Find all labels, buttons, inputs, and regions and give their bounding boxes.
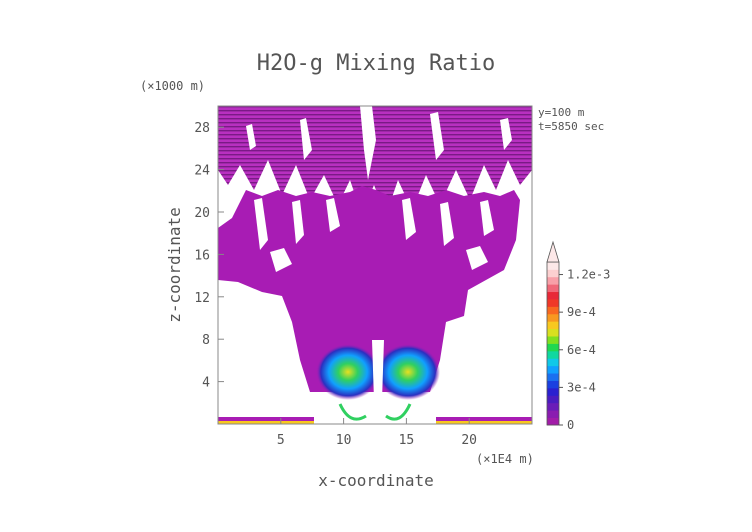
x-tick-label: 10 [336, 433, 352, 448]
colorbar-segment [547, 284, 559, 293]
colorbar-segment [547, 276, 559, 285]
annotation-y: y=100 m [538, 106, 585, 119]
colorbar-segment [547, 291, 559, 300]
colorbar-segment [547, 269, 559, 278]
colorbar-tick-label: 0 [567, 418, 574, 432]
plume-core-gap [372, 340, 384, 400]
colorbar-segment [547, 313, 559, 322]
y-tick-label: 24 [194, 164, 210, 179]
annotation-t: t=5850 sec [538, 120, 604, 133]
x-axis-title: x-coordinate [318, 471, 434, 490]
colorbar-segment [547, 365, 559, 374]
colorbar-segment [547, 373, 559, 381]
surface-center-right [385, 403, 412, 421]
colorbar-segment [547, 358, 559, 367]
y-tick-label: 8 [202, 333, 210, 348]
x-unit-label: (×1E4 m) [476, 452, 534, 466]
mixing-ratio-field [218, 106, 532, 424]
x-tick-label: 15 [399, 433, 415, 448]
y-tick-label: 16 [194, 248, 210, 263]
colorbar-segment [547, 410, 559, 418]
y-unit-label: (×1000 m) [140, 79, 205, 93]
x-tick-label: 5 [277, 433, 285, 448]
surface-layer-right [436, 417, 532, 424]
colorbar-segment [547, 387, 559, 396]
y-axis-title: z-coordinate [165, 207, 184, 323]
colorbar-segment [547, 321, 559, 330]
x-tick-label: 20 [461, 433, 477, 448]
x-axis: 5 10 15 20 [277, 418, 477, 448]
colorbar-tick-label: 3e-4 [567, 380, 596, 394]
colorbar-tick-label: 9e-4 [567, 305, 596, 319]
y-tick-label: 28 [194, 121, 210, 136]
colorbar-segment [547, 350, 559, 359]
surface-layer-left [218, 417, 314, 424]
surface-center-left [338, 403, 367, 421]
colorbar-extend-arrow [546, 240, 560, 263]
y-tick-label: 4 [202, 376, 210, 391]
plot-frame [217, 105, 533, 425]
colorbar-segment [547, 380, 559, 389]
y-axis: 4 8 12 16 20 24 28 [194, 121, 224, 391]
colorbar-tick-label: 1.2e-3 [567, 268, 610, 282]
colorbar-segment [547, 343, 559, 352]
colorbar-segment [547, 395, 559, 404]
colorbar-segment [547, 336, 559, 344]
colorbar-segment [547, 299, 559, 307]
y-tick-label: 20 [194, 206, 210, 221]
upper-striped-region [218, 106, 532, 215]
plume-left [316, 344, 380, 400]
colorbar-segment [547, 262, 559, 270]
chart-title: H2O-g Mixing Ratio [257, 51, 495, 76]
colorbar-tick-label: 6e-4 [567, 343, 596, 357]
y-tick-label: 12 [194, 291, 210, 306]
plume-right [376, 344, 440, 400]
colorbar-segment [547, 402, 559, 411]
colorbar-segment [547, 417, 559, 426]
colorbar: 0 3e-4 6e-4 9e-4 1.2e-3 [546, 240, 610, 432]
colorbar-segment [547, 328, 559, 337]
colorbar-segment [547, 306, 559, 315]
